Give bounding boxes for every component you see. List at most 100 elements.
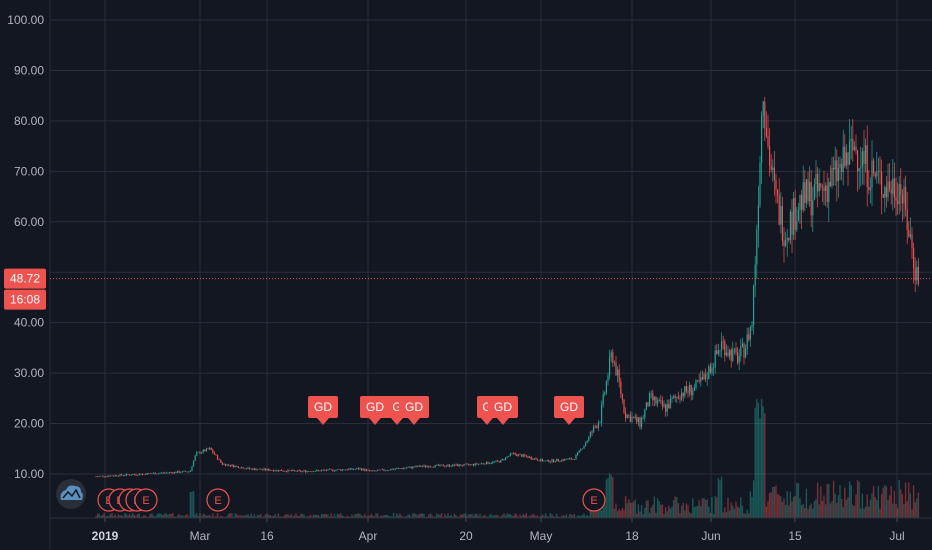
- candle-body: [305, 470, 307, 473]
- x-tick-label: May: [530, 529, 553, 543]
- volume-bar: [568, 514, 571, 518]
- volume-bar: [135, 515, 137, 518]
- volume-bar: [340, 513, 342, 518]
- candle-body: [210, 447, 212, 450]
- volume-bar: [669, 508, 672, 518]
- candle-body: [412, 466, 414, 469]
- candle-body: [748, 334, 750, 340]
- candle-body: [420, 465, 422, 467]
- volume-bar: [205, 515, 208, 518]
- earnings-event-label: E: [142, 495, 149, 507]
- countdown-value: 16:08: [10, 293, 40, 307]
- candle-body: [540, 459, 542, 462]
- volume-bar: [332, 516, 334, 518]
- candle-body: [332, 469, 334, 471]
- candle-body: [417, 465, 419, 467]
- candle-body: [292, 470, 294, 471]
- volume-bar: [706, 499, 708, 518]
- volume-bar: [501, 514, 504, 518]
- candle-body: [530, 456, 532, 460]
- volume-bar: [362, 516, 364, 518]
- candle-body: [122, 475, 124, 476]
- volume-bar: [674, 496, 676, 518]
- volume-bar: [815, 499, 817, 518]
- volume-bar: [367, 515, 369, 518]
- candle-body: [692, 390, 694, 396]
- candle-body: [817, 174, 819, 192]
- volume-bar: [589, 506, 592, 518]
- volume-bar: [386, 514, 388, 518]
- candle-body: [897, 200, 899, 205]
- volume-bar: [160, 514, 163, 518]
- candle-body: [170, 472, 172, 473]
- candle-body: [177, 471, 179, 473]
- candle-body: [367, 469, 369, 471]
- volume-bar: [260, 513, 262, 518]
- candle-body: [591, 431, 593, 433]
- candle-body: [893, 178, 895, 198]
- candle-body: [308, 471, 310, 472]
- volume-bar: [236, 514, 238, 518]
- candle-body: [537, 459, 539, 461]
- volume-bar: [732, 505, 734, 518]
- candle-body: [674, 396, 676, 398]
- candle-body: [639, 417, 641, 428]
- candle-body: [577, 452, 579, 456]
- gd-marker-pointer: [369, 418, 381, 425]
- candle-body: [193, 460, 195, 467]
- volume-bar: [684, 510, 686, 518]
- candle-body: [337, 469, 339, 470]
- volume-bar: [456, 516, 459, 518]
- candle-body: [492, 461, 494, 464]
- candle-body: [617, 369, 619, 376]
- volume-bar: [704, 499, 707, 518]
- candle-body: [709, 366, 711, 373]
- gd-marker: GD: [554, 396, 584, 425]
- volume-bar: [440, 513, 443, 518]
- volume-bar: [159, 513, 161, 518]
- candle-body: [513, 452, 515, 454]
- volume-bar: [909, 493, 912, 518]
- volume-bar: [524, 514, 526, 518]
- volume-bar: [610, 475, 612, 518]
- volume-bar: [432, 516, 435, 518]
- volume-bar: [245, 514, 248, 518]
- candle-body: [564, 459, 566, 461]
- volume-bar: [114, 514, 116, 518]
- candle-body: [135, 474, 137, 476]
- volume-bar: [450, 514, 452, 518]
- candle-body: [765, 128, 767, 137]
- candle-body: [916, 266, 918, 281]
- volume-bar: [748, 513, 750, 518]
- volume-bar: [149, 513, 152, 518]
- candle-body: [852, 139, 854, 151]
- volume-bar: [887, 500, 889, 518]
- candle-body: [311, 471, 313, 472]
- volume-bar: [781, 501, 784, 518]
- candle-body: [497, 460, 499, 462]
- volume-bar: [599, 506, 601, 518]
- candle-body: [148, 473, 150, 474]
- volume-bar: [376, 513, 379, 518]
- volume-bar: [368, 515, 371, 518]
- candle-body: [676, 396, 678, 398]
- gd-marker-box: [360, 396, 390, 418]
- candle-body: [245, 468, 247, 470]
- volume-bar: [621, 507, 624, 518]
- volume-bar: [717, 477, 720, 518]
- volume-bar: [812, 508, 814, 518]
- volume-bar: [392, 513, 395, 518]
- candle-body: [804, 182, 806, 204]
- volume-bar: [157, 513, 160, 518]
- candle-body: [882, 193, 884, 198]
- candle-body: [511, 452, 513, 454]
- volume-bar: [860, 508, 862, 518]
- volume-bar: [498, 516, 500, 518]
- volume-bar: [570, 514, 572, 518]
- volume-bar: [151, 513, 153, 518]
- logo[interactable]: [56, 479, 86, 509]
- candle-body: [113, 475, 115, 477]
- volume-bar: [261, 516, 264, 518]
- volume-bar: [885, 486, 888, 518]
